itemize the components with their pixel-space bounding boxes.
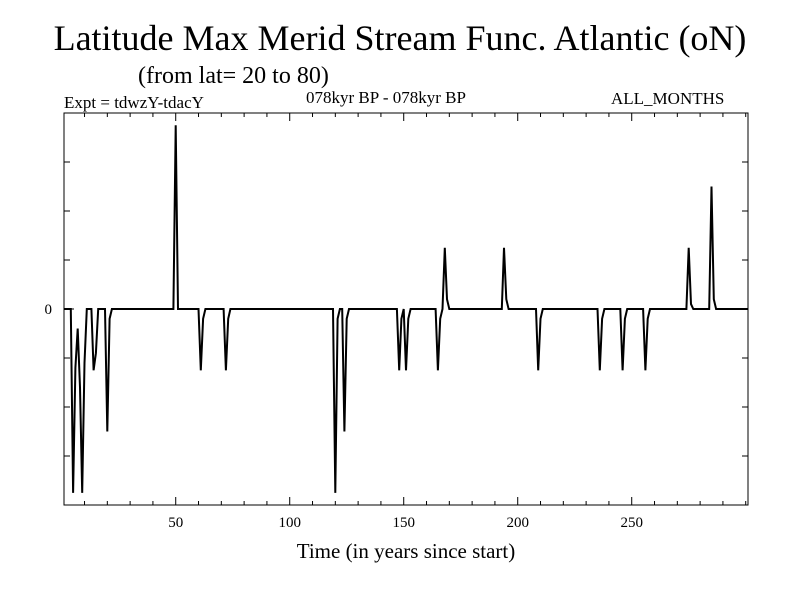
plot-frame	[63, 112, 749, 506]
chart-title: Latitude Max Merid Stream Func. Atlantic…	[53, 18, 747, 58]
series-line	[64, 125, 748, 493]
axis-ticks	[64, 113, 748, 505]
experiment-label: Expt = tdwzY-tdacY	[64, 93, 204, 112]
y-tick-label: 0	[45, 302, 53, 318]
series-lines	[64, 125, 748, 493]
x-tick-label: 200	[506, 515, 529, 531]
tick-labels: 50 100 150 200 250 0	[45, 302, 643, 531]
x-tick-label: 50	[168, 515, 183, 531]
x-axis-label: Time (in years since start)	[296, 539, 516, 563]
x-tick-label: 150	[392, 515, 415, 531]
months-label: ALL_MONTHS	[611, 89, 725, 108]
period-label: 078kyr BP - 078kyr BP	[306, 88, 466, 107]
x-tick-label: 250	[620, 515, 643, 531]
x-tick-label: 100	[278, 515, 301, 531]
chart-subtitle: (from lat= 20 to 80)	[138, 63, 329, 89]
